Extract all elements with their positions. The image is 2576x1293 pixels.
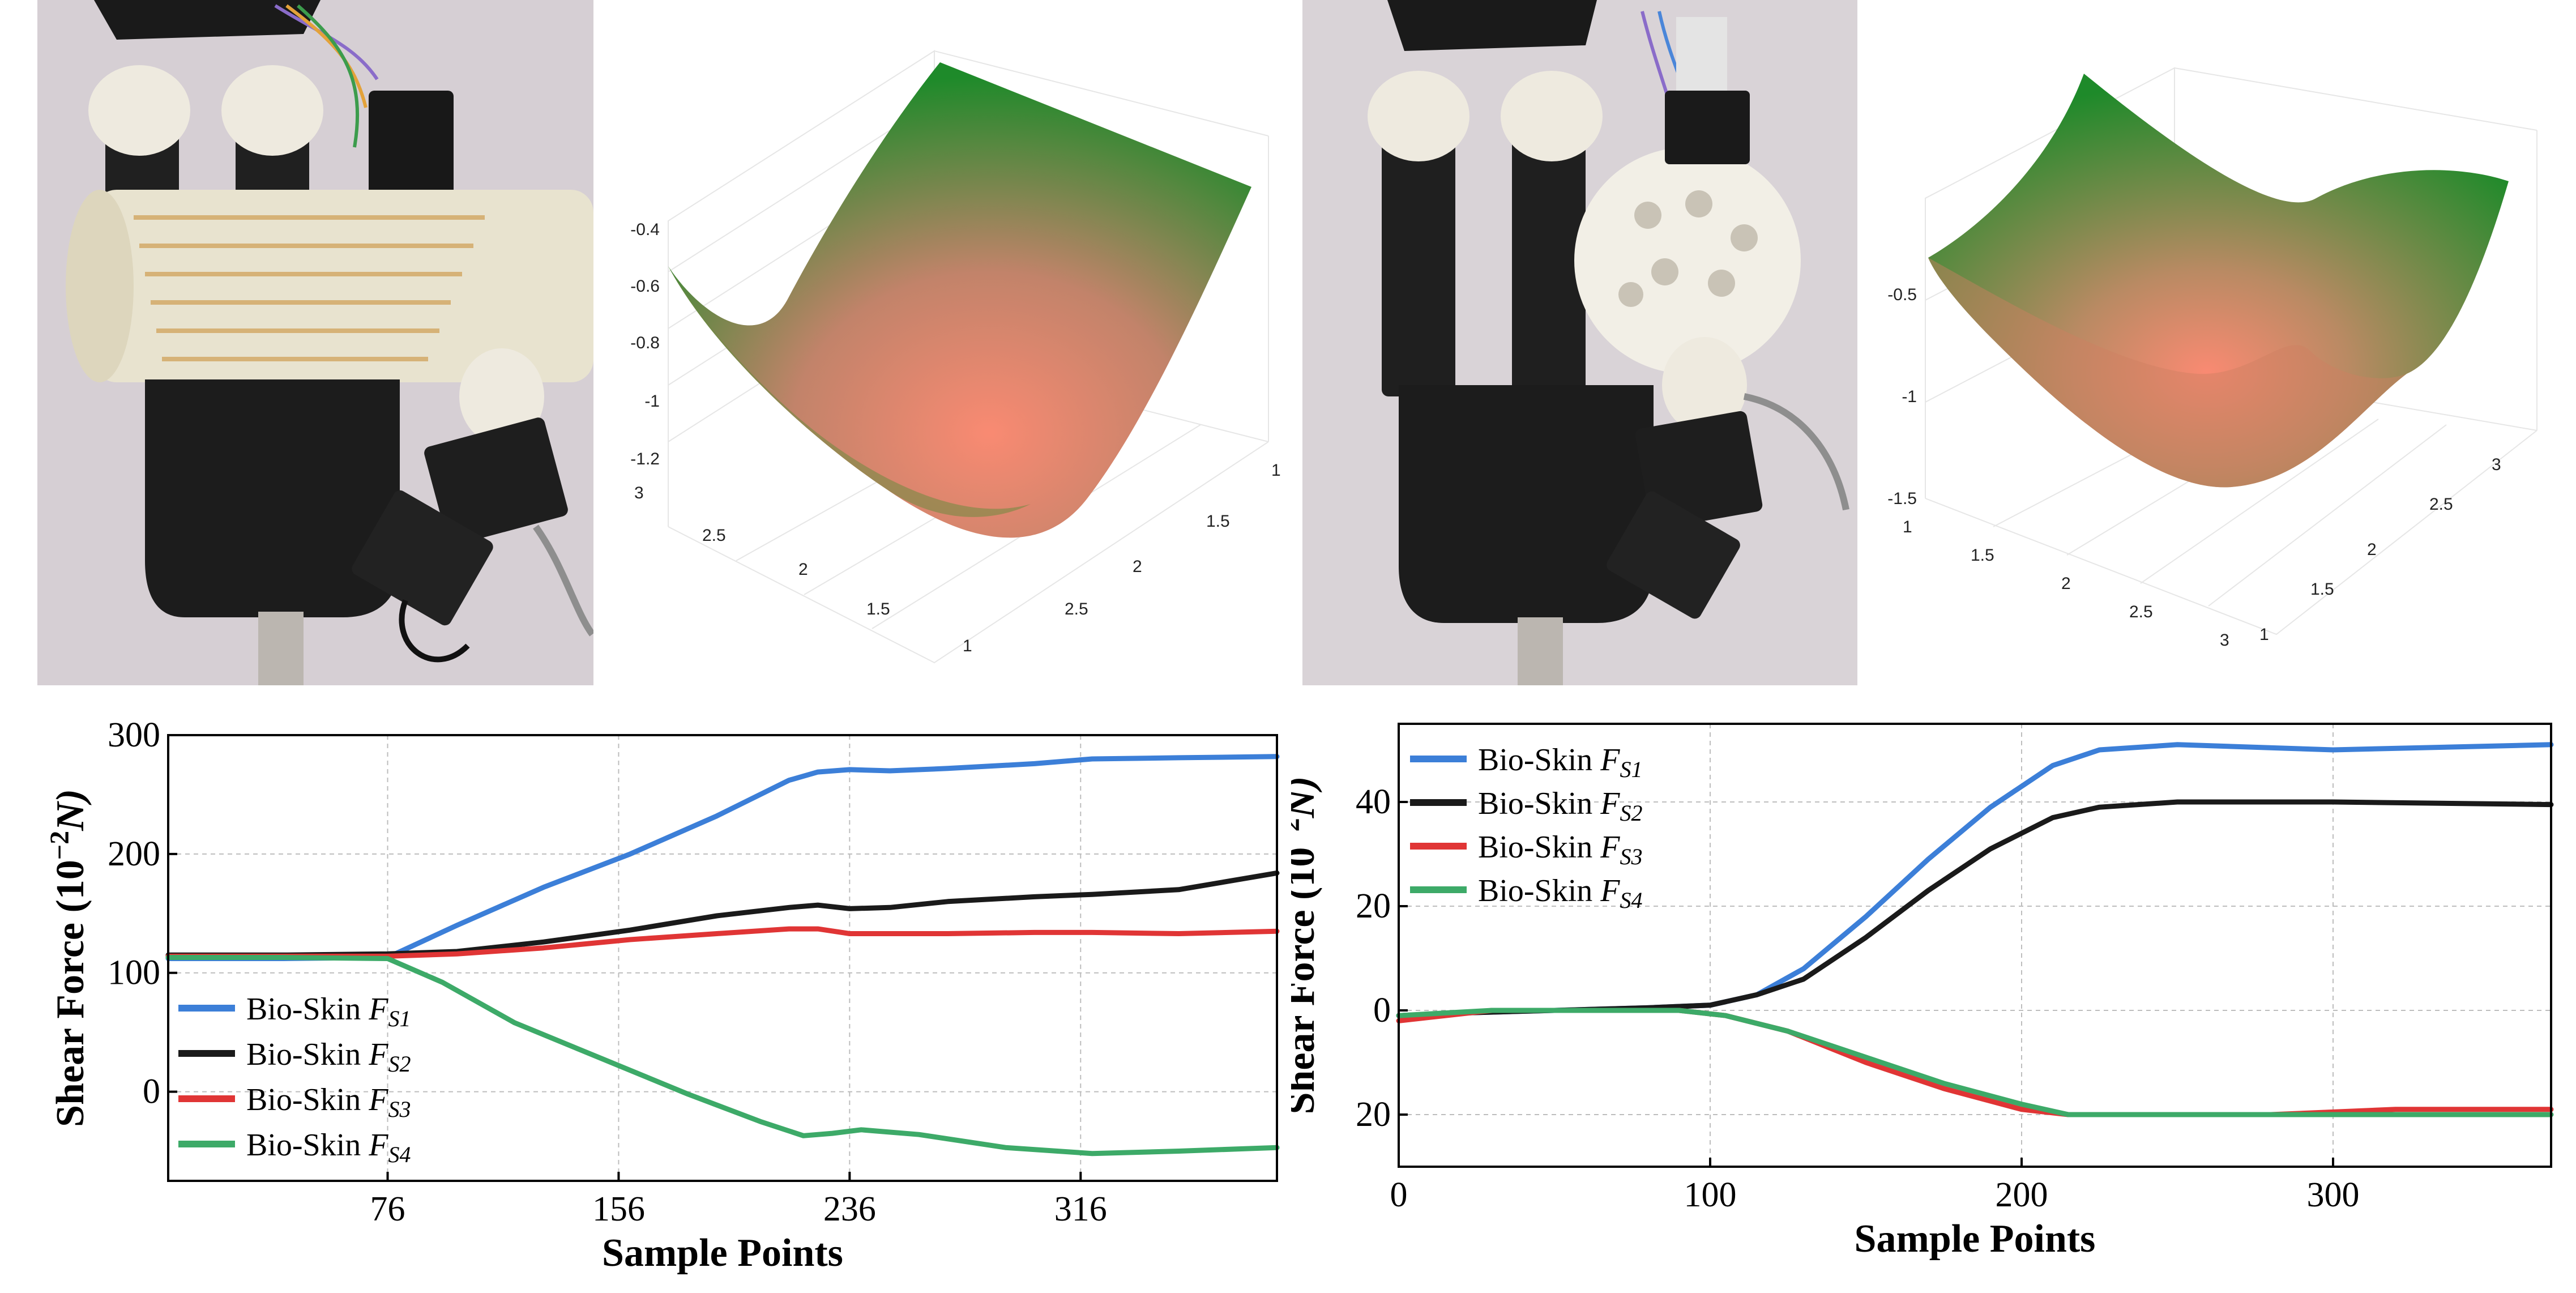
y-tick: 2.5 xyxy=(2429,495,2453,514)
y-tick: 2.5 xyxy=(1065,600,1088,618)
y-tick-label: 20 xyxy=(1356,887,1391,925)
x-tick: 1 xyxy=(1903,518,1912,536)
y-tick: 2 xyxy=(2367,540,2377,559)
legend-label-s2: Bio-Skin FS2 xyxy=(246,1037,411,1077)
x-tick: 2 xyxy=(798,560,808,579)
x-tick-label: 156 xyxy=(592,1190,645,1228)
x-tick-label: 100 xyxy=(1684,1176,1737,1214)
robot-hand-ball-photo xyxy=(1302,0,1857,685)
y-tick-label: 0 xyxy=(143,1073,160,1111)
y-tick: 1.5 xyxy=(1206,512,1230,531)
series-line-s1 xyxy=(165,754,1280,961)
robot-hand-ball-illustration xyxy=(1302,0,1857,685)
legend-label-s3: Bio-Skin FS3 xyxy=(246,1082,411,1122)
plot-frame xyxy=(1398,723,2552,1168)
legend-label-s4: Bio-Skin FS4 xyxy=(246,1128,411,1167)
series-line-s3 xyxy=(165,926,1280,959)
x-tick: 2 xyxy=(2061,574,2071,593)
z-tick: -1 xyxy=(1902,387,1917,406)
x-tick-label: 236 xyxy=(823,1190,876,1228)
y-tick-label: 200 xyxy=(108,835,160,873)
x-tick: 2.5 xyxy=(702,526,726,545)
x-tick: 3 xyxy=(2220,631,2229,650)
series-line-s4 xyxy=(1396,1008,2554,1117)
x-tick: 1.5 xyxy=(866,600,890,618)
y-tick-label: 0 xyxy=(1373,991,1391,1030)
surface-mesh-right xyxy=(1928,74,2509,488)
legend-label-s1: Bio-Skin FS1 xyxy=(246,992,411,1031)
x-tick-label: 0 xyxy=(1390,1176,1408,1214)
x-axis-label: Sample Points xyxy=(602,1231,843,1275)
z-tick: -0.8 xyxy=(630,334,660,352)
x-tick: 2.5 xyxy=(2129,603,2153,621)
surface-plot-left: -0.4 -0.6 -0.8 -1 -1.2 3 2.5 2 1.5 1 1 1… xyxy=(600,34,1297,668)
y-tick-label: 100 xyxy=(108,954,160,992)
shear-force-chart-left: 76 156 236 316 300 200 100 0 Sample Points Shear … xyxy=(0,702,1297,1290)
y-tick: 2 xyxy=(1133,557,1142,576)
robot-hand-cylinder-illustration xyxy=(37,0,593,685)
x-tick: 1 xyxy=(963,637,972,655)
surface-plot-right: -0.5 -1 -1.5 1 1.5 2 2.5 3 1 1.5 2 2.5 3 xyxy=(1880,34,2576,668)
shear-force-chart-right: 0 100 200 300 40 20 0 20 Sample Points Shear Forc… xyxy=(1275,702,2576,1290)
z-tick: -1.2 xyxy=(630,450,660,468)
z-tick: -1 xyxy=(644,392,660,411)
z-tick: -0.4 xyxy=(630,220,660,239)
legend-label-s2: Bio-Skin FS2 xyxy=(1478,786,1642,826)
surface-mesh-left xyxy=(668,62,1251,538)
x-tick-label: 316 xyxy=(1054,1190,1107,1228)
y-tick-label: 20 xyxy=(1356,1095,1391,1134)
x-tick: 1.5 xyxy=(1971,546,1994,565)
series-line-s3 xyxy=(1396,1008,2554,1117)
y-tick-label: 40 xyxy=(1356,783,1391,821)
x-tick-label: 300 xyxy=(2307,1176,2360,1214)
y-tick: 3 xyxy=(2492,455,2501,474)
y-axis-label: Shear Force (10−2N) xyxy=(45,789,92,1127)
series-line-s2 xyxy=(165,870,1280,958)
x-axis-label: Sample Points xyxy=(1855,1217,2096,1261)
y-tick: 1.5 xyxy=(2310,580,2334,599)
plot-frame xyxy=(167,734,1278,1182)
y-axis-label: Shear Force (10−2N) xyxy=(1291,776,1323,1115)
legend-label-s1: Bio-Skin FS1 xyxy=(1478,742,1642,782)
x-tick-label: 200 xyxy=(1996,1176,2048,1214)
z-tick: -0.6 xyxy=(630,277,660,296)
z-tick: -0.5 xyxy=(1887,285,1917,304)
legend-label-s3: Bio-Skin FS3 xyxy=(1478,830,1642,869)
y-tick: 1 xyxy=(1271,461,1281,480)
series-line-s4 xyxy=(165,955,1280,1157)
y-tick: 1 xyxy=(2259,625,2269,644)
x-tick-label: 76 xyxy=(370,1190,405,1228)
legend-label-s4: Bio-Skin FS4 xyxy=(1478,873,1642,913)
x-tick: 3 xyxy=(634,484,644,502)
y-tick-label: 300 xyxy=(108,716,160,754)
robot-hand-cylinder-photo xyxy=(37,0,593,685)
z-tick: -1.5 xyxy=(1887,489,1917,508)
